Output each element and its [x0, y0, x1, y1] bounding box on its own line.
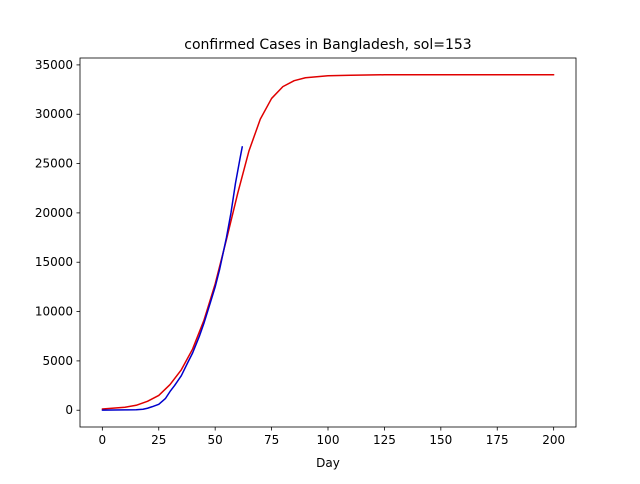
- x-tick-label: 25: [151, 433, 166, 447]
- y-tick-label: 20000: [35, 206, 73, 220]
- y-tick-label: 30000: [35, 107, 73, 121]
- y-tick-label: 25000: [35, 157, 73, 171]
- x-tick-label: 125: [373, 433, 396, 447]
- y-tick-label: 0: [65, 403, 73, 417]
- y-tick-label: 10000: [35, 305, 73, 319]
- x-tick-label: 150: [429, 433, 452, 447]
- series-line-2: [101, 146, 243, 411]
- x-tick-label: 50: [208, 433, 223, 447]
- x-tick-label: 0: [99, 433, 107, 447]
- series-layer: [101, 74, 555, 411]
- y-tick-label: 5000: [42, 354, 73, 368]
- x-tick-label: 100: [317, 433, 340, 447]
- y-tick-label: 35000: [35, 58, 73, 72]
- x-axis-label: Day: [316, 456, 340, 470]
- chart-title: confirmed Cases in Bangladesh, sol=153: [184, 37, 471, 53]
- x-tick-label: 75: [264, 433, 279, 447]
- series-line-1: [101, 74, 555, 410]
- x-tick-label: 200: [542, 433, 565, 447]
- x-tick-label: 175: [486, 433, 509, 447]
- y-tick-label: 15000: [35, 255, 73, 269]
- axes-layer: 0 25 50 75 100 125 150 175 200 0 5000 10000 15000 200…: [35, 57, 577, 447]
